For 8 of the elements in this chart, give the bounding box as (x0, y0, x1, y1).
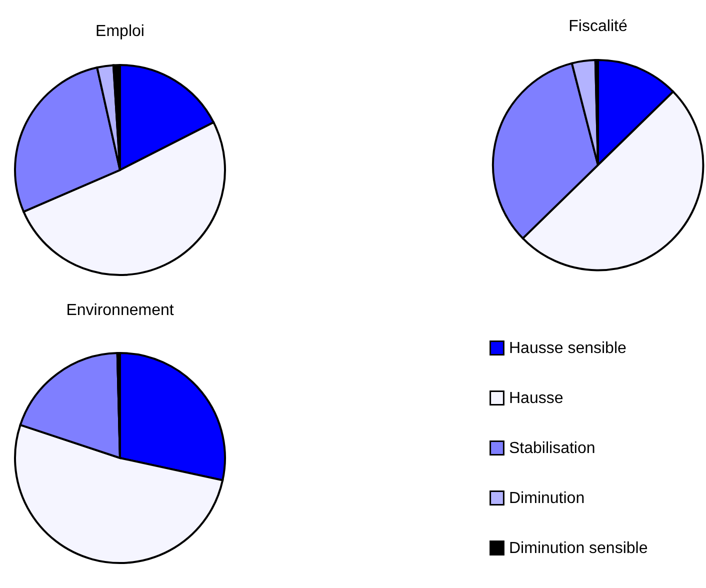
chart-title: Emploi (96, 23, 144, 40)
chart-title: Fiscalité (568, 18, 628, 35)
chart-title: Environnement (66, 302, 174, 319)
legend-label: Stabilisation (509, 440, 596, 457)
legend-label: Diminution sensible (509, 540, 648, 557)
legend-label: Hausse (509, 390, 564, 407)
legend-label: Diminution (509, 490, 585, 507)
legend-label: Hausse sensible (509, 340, 626, 357)
